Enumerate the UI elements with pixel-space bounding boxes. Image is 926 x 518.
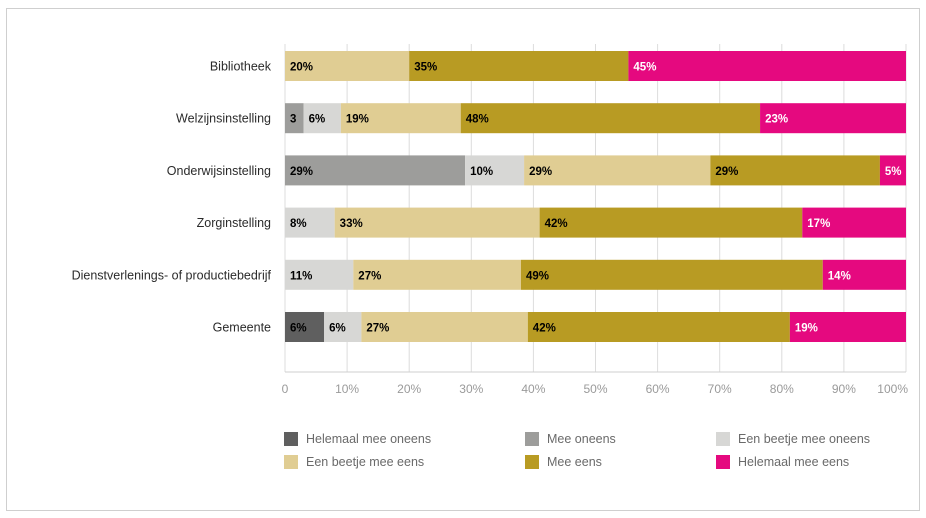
data-label: 6% bbox=[329, 323, 346, 335]
x-tick-label: 20% bbox=[397, 382, 421, 396]
bar-segment bbox=[361, 312, 528, 342]
legend-swatch bbox=[525, 455, 539, 469]
category-label: Welzijnsinstelling bbox=[176, 112, 271, 126]
legend-item: Helemaal mee eens bbox=[716, 455, 849, 469]
bar-segment bbox=[285, 312, 325, 342]
bar-segment bbox=[465, 155, 525, 186]
data-label: 8% bbox=[290, 218, 307, 230]
data-label: 6% bbox=[290, 323, 307, 335]
data-label: 3 bbox=[290, 114, 296, 126]
data-label: 10% bbox=[470, 166, 493, 178]
bar-segment bbox=[353, 259, 521, 290]
legend-swatch bbox=[716, 432, 730, 446]
bar-segment bbox=[524, 155, 711, 186]
x-tick-label: 80% bbox=[770, 382, 794, 396]
bar-segment bbox=[879, 155, 906, 186]
bar-segment bbox=[520, 259, 823, 290]
data-label: 14% bbox=[828, 270, 851, 282]
bar-segment bbox=[760, 103, 906, 134]
category-label: Gemeente bbox=[213, 321, 271, 335]
bar-segment bbox=[628, 51, 906, 81]
bar-segment bbox=[460, 103, 761, 134]
data-label: 29% bbox=[290, 166, 313, 178]
bar-segment bbox=[285, 259, 354, 290]
data-label: 23% bbox=[765, 114, 788, 126]
legend-swatch bbox=[284, 432, 298, 446]
data-label: 27% bbox=[366, 323, 389, 335]
bar-segment bbox=[324, 312, 362, 342]
bar-segment bbox=[802, 207, 906, 238]
data-label: 45% bbox=[633, 62, 656, 74]
x-tick-label: 50% bbox=[583, 382, 607, 396]
legend-item: Een beetje mee eens bbox=[284, 455, 424, 469]
legend-swatch bbox=[716, 455, 730, 469]
bar-segment bbox=[789, 312, 906, 342]
x-tick-label: 100% bbox=[877, 382, 908, 396]
data-label: 19% bbox=[346, 114, 369, 126]
x-tick-label: 60% bbox=[646, 382, 670, 396]
data-label: 19% bbox=[795, 323, 818, 335]
data-label: 48% bbox=[466, 114, 489, 126]
bar-segment bbox=[285, 51, 410, 81]
bar-segment bbox=[334, 207, 540, 238]
legend-label: Helemaal mee eens bbox=[738, 455, 850, 469]
legend-label: Een beetje mee eens bbox=[306, 455, 425, 469]
x-tick-label: 30% bbox=[459, 382, 483, 396]
data-label: 17% bbox=[807, 218, 830, 230]
x-tick-label: 40% bbox=[521, 382, 545, 396]
bar-segment bbox=[303, 103, 341, 134]
data-label: 49% bbox=[526, 270, 549, 282]
category-label: Bibliotheek bbox=[210, 60, 272, 74]
legend-label: Mee oneens bbox=[547, 432, 616, 446]
bar-segment bbox=[409, 51, 629, 81]
data-label: 6% bbox=[309, 114, 326, 126]
data-label: 42% bbox=[545, 218, 568, 230]
bar-segment bbox=[285, 207, 335, 238]
legend-item: Een beetje mee oneens bbox=[716, 432, 870, 446]
data-label: 20% bbox=[290, 62, 313, 74]
data-label: 27% bbox=[358, 270, 381, 282]
bar-segment bbox=[710, 155, 880, 186]
bar-segment bbox=[527, 312, 790, 342]
x-tick-label: 90% bbox=[832, 382, 856, 396]
bar-segment bbox=[285, 103, 304, 134]
legend-label: Mee eens bbox=[547, 455, 602, 469]
bar-segment bbox=[539, 207, 803, 238]
x-tick-label: 10% bbox=[335, 382, 359, 396]
category-label: Zorginstelling bbox=[197, 216, 271, 230]
data-label: 11% bbox=[290, 270, 312, 282]
x-tick-label: 70% bbox=[708, 382, 732, 396]
legend-label: Een beetje mee oneens bbox=[738, 432, 871, 446]
legend-item: Mee eens bbox=[525, 455, 602, 469]
category-label: Dienstverlenings- of productiebedrijf bbox=[72, 268, 272, 282]
chart-legend: Helemaal mee oneens Mee oneens Een beetje … bbox=[284, 432, 924, 482]
data-label: 33% bbox=[340, 218, 363, 230]
data-label: 5% bbox=[885, 166, 902, 178]
category-label: Onderwijsinstelling bbox=[167, 164, 271, 178]
bar-segment bbox=[340, 103, 461, 134]
bar-segment bbox=[285, 155, 466, 186]
data-label: 42% bbox=[533, 323, 556, 335]
legend-label: Helemaal mee oneens bbox=[306, 432, 432, 446]
data-label: 29% bbox=[715, 166, 738, 178]
data-label: 35% bbox=[414, 62, 437, 74]
x-tick-label: 0 bbox=[282, 382, 289, 396]
legend-item: Helemaal mee oneens bbox=[284, 432, 431, 446]
bar-segment bbox=[822, 259, 906, 290]
legend-item: Mee oneens bbox=[525, 432, 616, 446]
legend-swatch bbox=[284, 455, 298, 469]
legend-swatch bbox=[525, 432, 539, 446]
data-label: 29% bbox=[529, 166, 552, 178]
chart-frame bbox=[6, 8, 920, 511]
